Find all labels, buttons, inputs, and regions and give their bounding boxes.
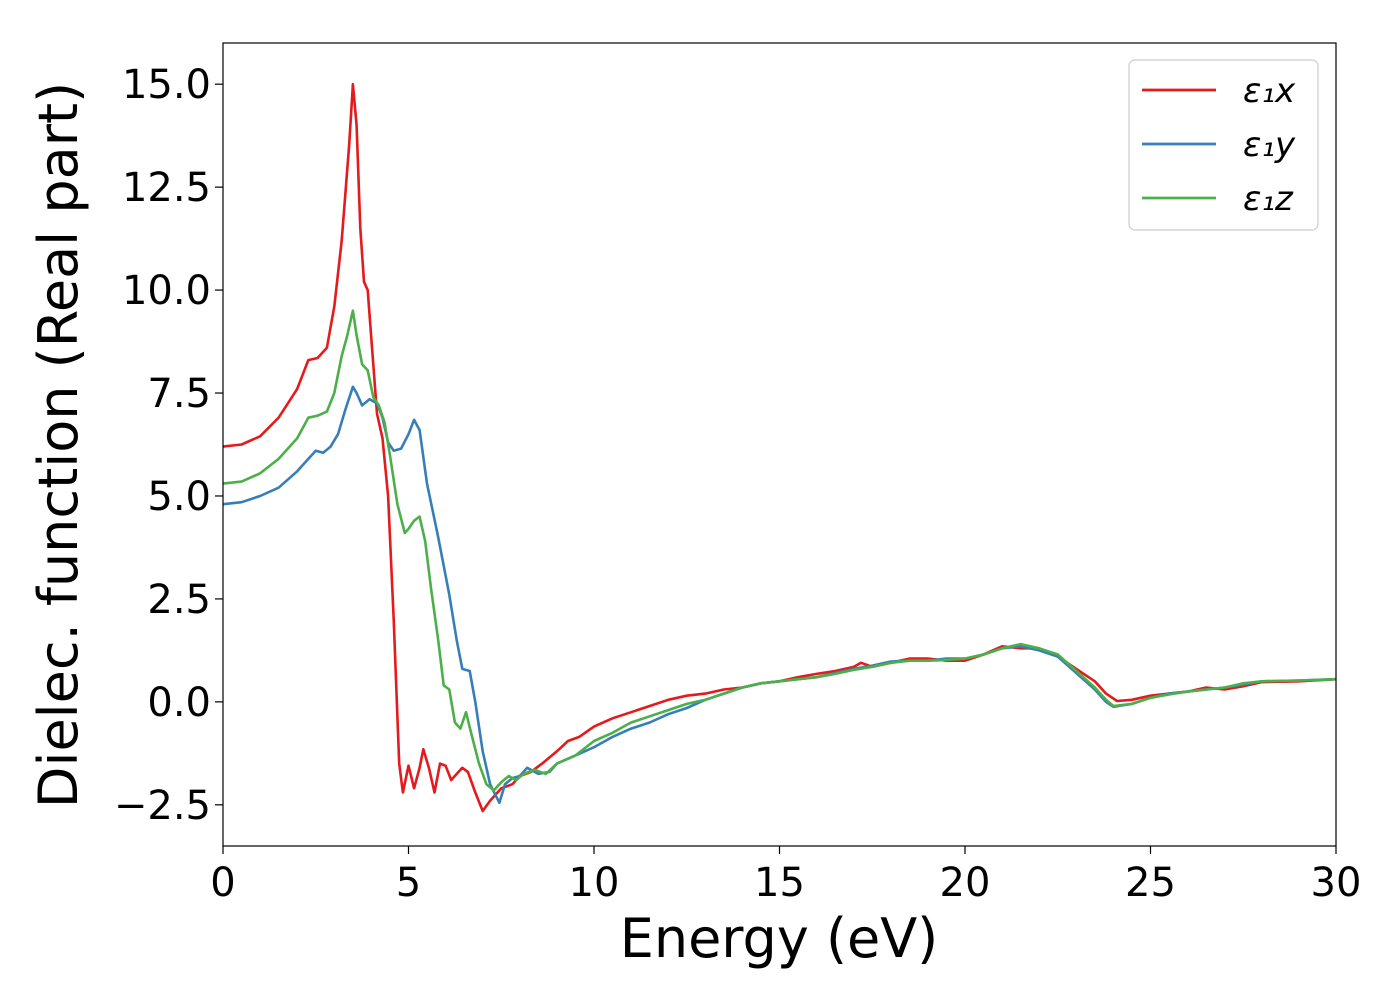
legend-items: ε₁x ε₁y ε₁z <box>1142 71 1296 219</box>
y-tick-label: 15.0 <box>122 62 211 108</box>
legend-label-1: ε₁x <box>1243 71 1296 111</box>
x-tick-label: 30 <box>1311 860 1362 906</box>
x-axis: 0 5 10 15 20 25 30 <box>210 846 1361 906</box>
y-tick-label: 5.0 <box>147 474 211 520</box>
y-tick-label: 0.0 <box>147 680 211 726</box>
x-tick-label: 5 <box>396 860 421 906</box>
legend-box <box>1128 59 1319 231</box>
x-tick-label: 0 <box>210 860 235 906</box>
series-layer <box>222 82 1337 813</box>
y-tick-label: 7.5 <box>147 371 211 417</box>
x-tick-label: 10 <box>569 860 620 906</box>
y-tick-label: 10.0 <box>122 268 211 314</box>
y-axis-title: Dielec. function (Real part) <box>27 82 90 808</box>
x-tick-label: 25 <box>1125 860 1176 906</box>
x-axis-title: Energy (eV) <box>620 907 939 970</box>
y-tick-label: −2.5 <box>114 783 211 829</box>
legend-label-3: ε₁z <box>1243 179 1294 219</box>
x-tick-label: 15 <box>754 860 805 906</box>
legend-label-2: ε₁y <box>1243 125 1296 165</box>
y-axis: −2.5 0.0 2.5 5.0 7.5 10.0 12.5 15.0 <box>114 62 223 829</box>
legend: ε₁x ε₁y ε₁z <box>1128 59 1319 231</box>
y-tick-label: 2.5 <box>147 577 211 623</box>
x-tick-label: 20 <box>940 860 991 906</box>
y-tick-label: 12.5 <box>122 165 211 211</box>
series-line-3 <box>222 309 1337 792</box>
